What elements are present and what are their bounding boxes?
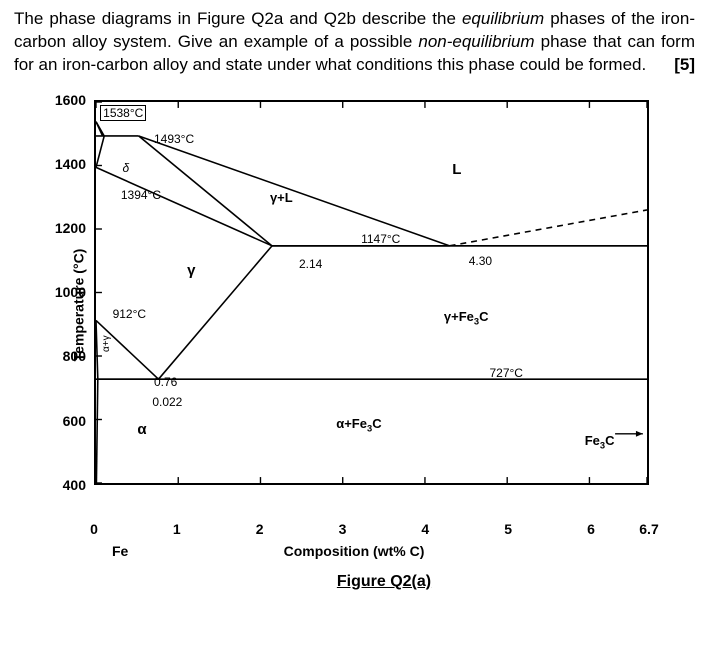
q-em1: equilibrium (462, 9, 544, 28)
x-tick-label: 0 (90, 521, 98, 537)
chart-annotation: 1493°C (154, 132, 194, 146)
chart-annotation: 1147°C (361, 232, 400, 246)
chart-annotation: 1538°C (100, 105, 146, 121)
phase-diagram-chart: Temperature (°C) 1538°C 1493°C δ 1394°C γ+L L… (44, 95, 664, 515)
y-tick-label: 400 (42, 477, 86, 493)
chart-annotation: γ+Fe3C (444, 309, 489, 327)
y-tick-label: 1400 (42, 156, 86, 172)
fe-origin-label: Fe (112, 543, 128, 559)
chart-annotation: δ (123, 161, 130, 175)
chart-annotation: γ (187, 262, 195, 279)
y-tick-label: 1600 (42, 92, 86, 108)
chart-annotation: α+γ (101, 335, 112, 352)
y-tick-label: 1200 (42, 220, 86, 236)
chart-annotation: Fe3C (585, 433, 615, 451)
plot-area: 1538°C 1493°C δ 1394°C γ+L L 1147°C 2.14 4.30 γ 91… (94, 100, 649, 485)
y-tick-label: 800 (42, 348, 86, 364)
y-axis-label: Temperature (°C) (70, 248, 86, 361)
y-tick-label: 1000 (42, 284, 86, 300)
q-em2: non-equilibrium (418, 32, 534, 51)
figure-container: Temperature (°C) 1538°C 1493°C δ 1394°C γ+L L… (44, 95, 695, 591)
x-tick-label: 6.7 (639, 521, 658, 537)
x-tick-label: 5 (504, 521, 512, 537)
x-tick-label: 4 (421, 521, 429, 537)
chart-annotation: 912°C (113, 307, 147, 321)
figure-caption: Figure Q2(a) (74, 573, 694, 591)
chart-annotation: 0.022 (152, 395, 182, 409)
x-axis-label: Composition (wt% C) (284, 543, 425, 559)
x-tick-label: 6 (587, 521, 595, 537)
chart-annotation: α (137, 421, 146, 438)
chart-annotation: 1394°C (121, 188, 161, 202)
chart-annotation: 0.76 (154, 375, 177, 389)
y-tick-label: 600 (42, 413, 86, 429)
x-tick-label: 1 (173, 521, 181, 537)
question-marks: [5] (674, 54, 695, 77)
chart-annotation: α+Fe3C (336, 416, 381, 434)
question-text: The phase diagrams in Figure Q2a and Q2b… (14, 8, 695, 77)
q-prefix: The phase diagrams in Figure Q2a and Q2b… (14, 9, 462, 28)
chart-annotation: 2.14 (299, 257, 322, 271)
chart-annotation: 4.30 (469, 254, 492, 268)
x-tick-label: 3 (339, 521, 347, 537)
chart-annotation: 727°C (489, 366, 523, 380)
x-tick-label: 2 (256, 521, 264, 537)
chart-annotation: γ+L (270, 190, 293, 205)
chart-annotation: L (452, 161, 461, 178)
